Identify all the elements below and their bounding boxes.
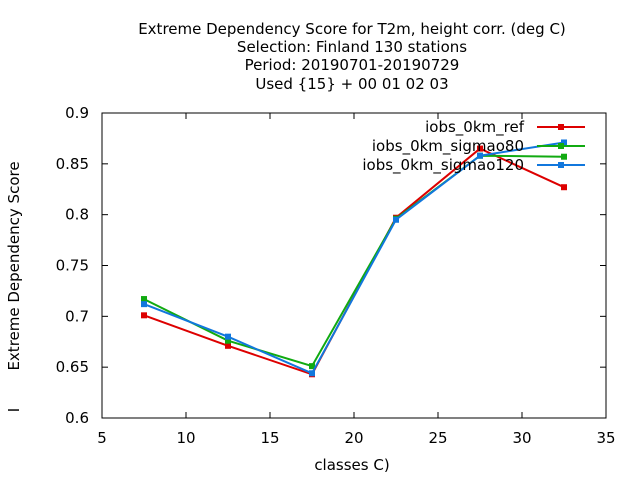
x-axis-label: classes C): [314, 456, 389, 474]
x-tick-label: 30: [512, 429, 531, 447]
x-tick-label: 5: [97, 429, 107, 447]
x-tick-label: 15: [260, 429, 279, 447]
legend-swatch-marker: [558, 143, 564, 149]
title-line-1: Extreme Dependency Score for T2m, height…: [138, 20, 566, 38]
data-point: [561, 139, 567, 146]
data-point: [393, 216, 399, 223]
data-point: [225, 333, 231, 340]
data-point: [141, 296, 147, 303]
data-point: [309, 363, 315, 370]
legend-label: iobs_0km_sigmao120: [362, 156, 524, 175]
series-group: [141, 139, 567, 378]
y-tick-label: 0.8: [65, 206, 89, 224]
y-tick-label: 0.65: [56, 358, 89, 376]
y-tick-label: 0.85: [56, 155, 89, 173]
x-axis: 5 10 15 20 25 30 35: [97, 113, 616, 447]
title-line-4: Used {15} + 00 01 02 03: [255, 75, 448, 93]
series-line-iobs_0km_sigmao80: [143, 154, 565, 368]
data-point: [477, 145, 483, 152]
series-line-iobs_0km_sigmao120: [143, 141, 565, 375]
y-tick-label: 0.75: [56, 257, 89, 275]
y-tick-label: 0.6: [65, 409, 89, 427]
data-point: [141, 312, 147, 319]
x-tick-label: 20: [344, 429, 363, 447]
plot-frame: [101, 112, 607, 419]
data-point: [141, 301, 147, 308]
legend-swatch-marker: [558, 162, 564, 168]
y-axis-label: Extreme Dependency Score: [5, 161, 23, 370]
data-point: [225, 337, 231, 344]
legend: iobs_0km_refiobs_0km_sigmao80iobs_0km_si…: [362, 118, 585, 175]
y-tick-label: 0.7: [65, 307, 89, 325]
x-tick-label: 25: [428, 429, 447, 447]
x-tick-label: 10: [176, 429, 195, 447]
data-point: [561, 184, 567, 191]
x-tick-label: 35: [596, 429, 615, 447]
data-point: [561, 153, 567, 160]
y-axis: 0.6 0.65 0.7 0.75 0.8 0.85 0.9: [56, 104, 606, 427]
y-axis-label-extra: I: [5, 408, 23, 412]
legend-label: iobs_0km_ref: [425, 118, 525, 137]
data-point: [225, 342, 231, 349]
data-point: [309, 370, 315, 377]
y-tick-label: 0.9: [65, 104, 89, 122]
data-point: [477, 152, 483, 159]
title-line-3: Period: 20190701-20190729: [245, 56, 460, 74]
title-line-2: Selection: Finland 130 stations: [237, 38, 467, 56]
legend-swatch-marker: [558, 124, 564, 130]
chart-title: Extreme Dependency Score for T2m, height…: [138, 20, 566, 93]
legend-label: iobs_0km_sigmao80: [372, 137, 524, 156]
series-line-iobs_0km_ref: [143, 147, 565, 376]
